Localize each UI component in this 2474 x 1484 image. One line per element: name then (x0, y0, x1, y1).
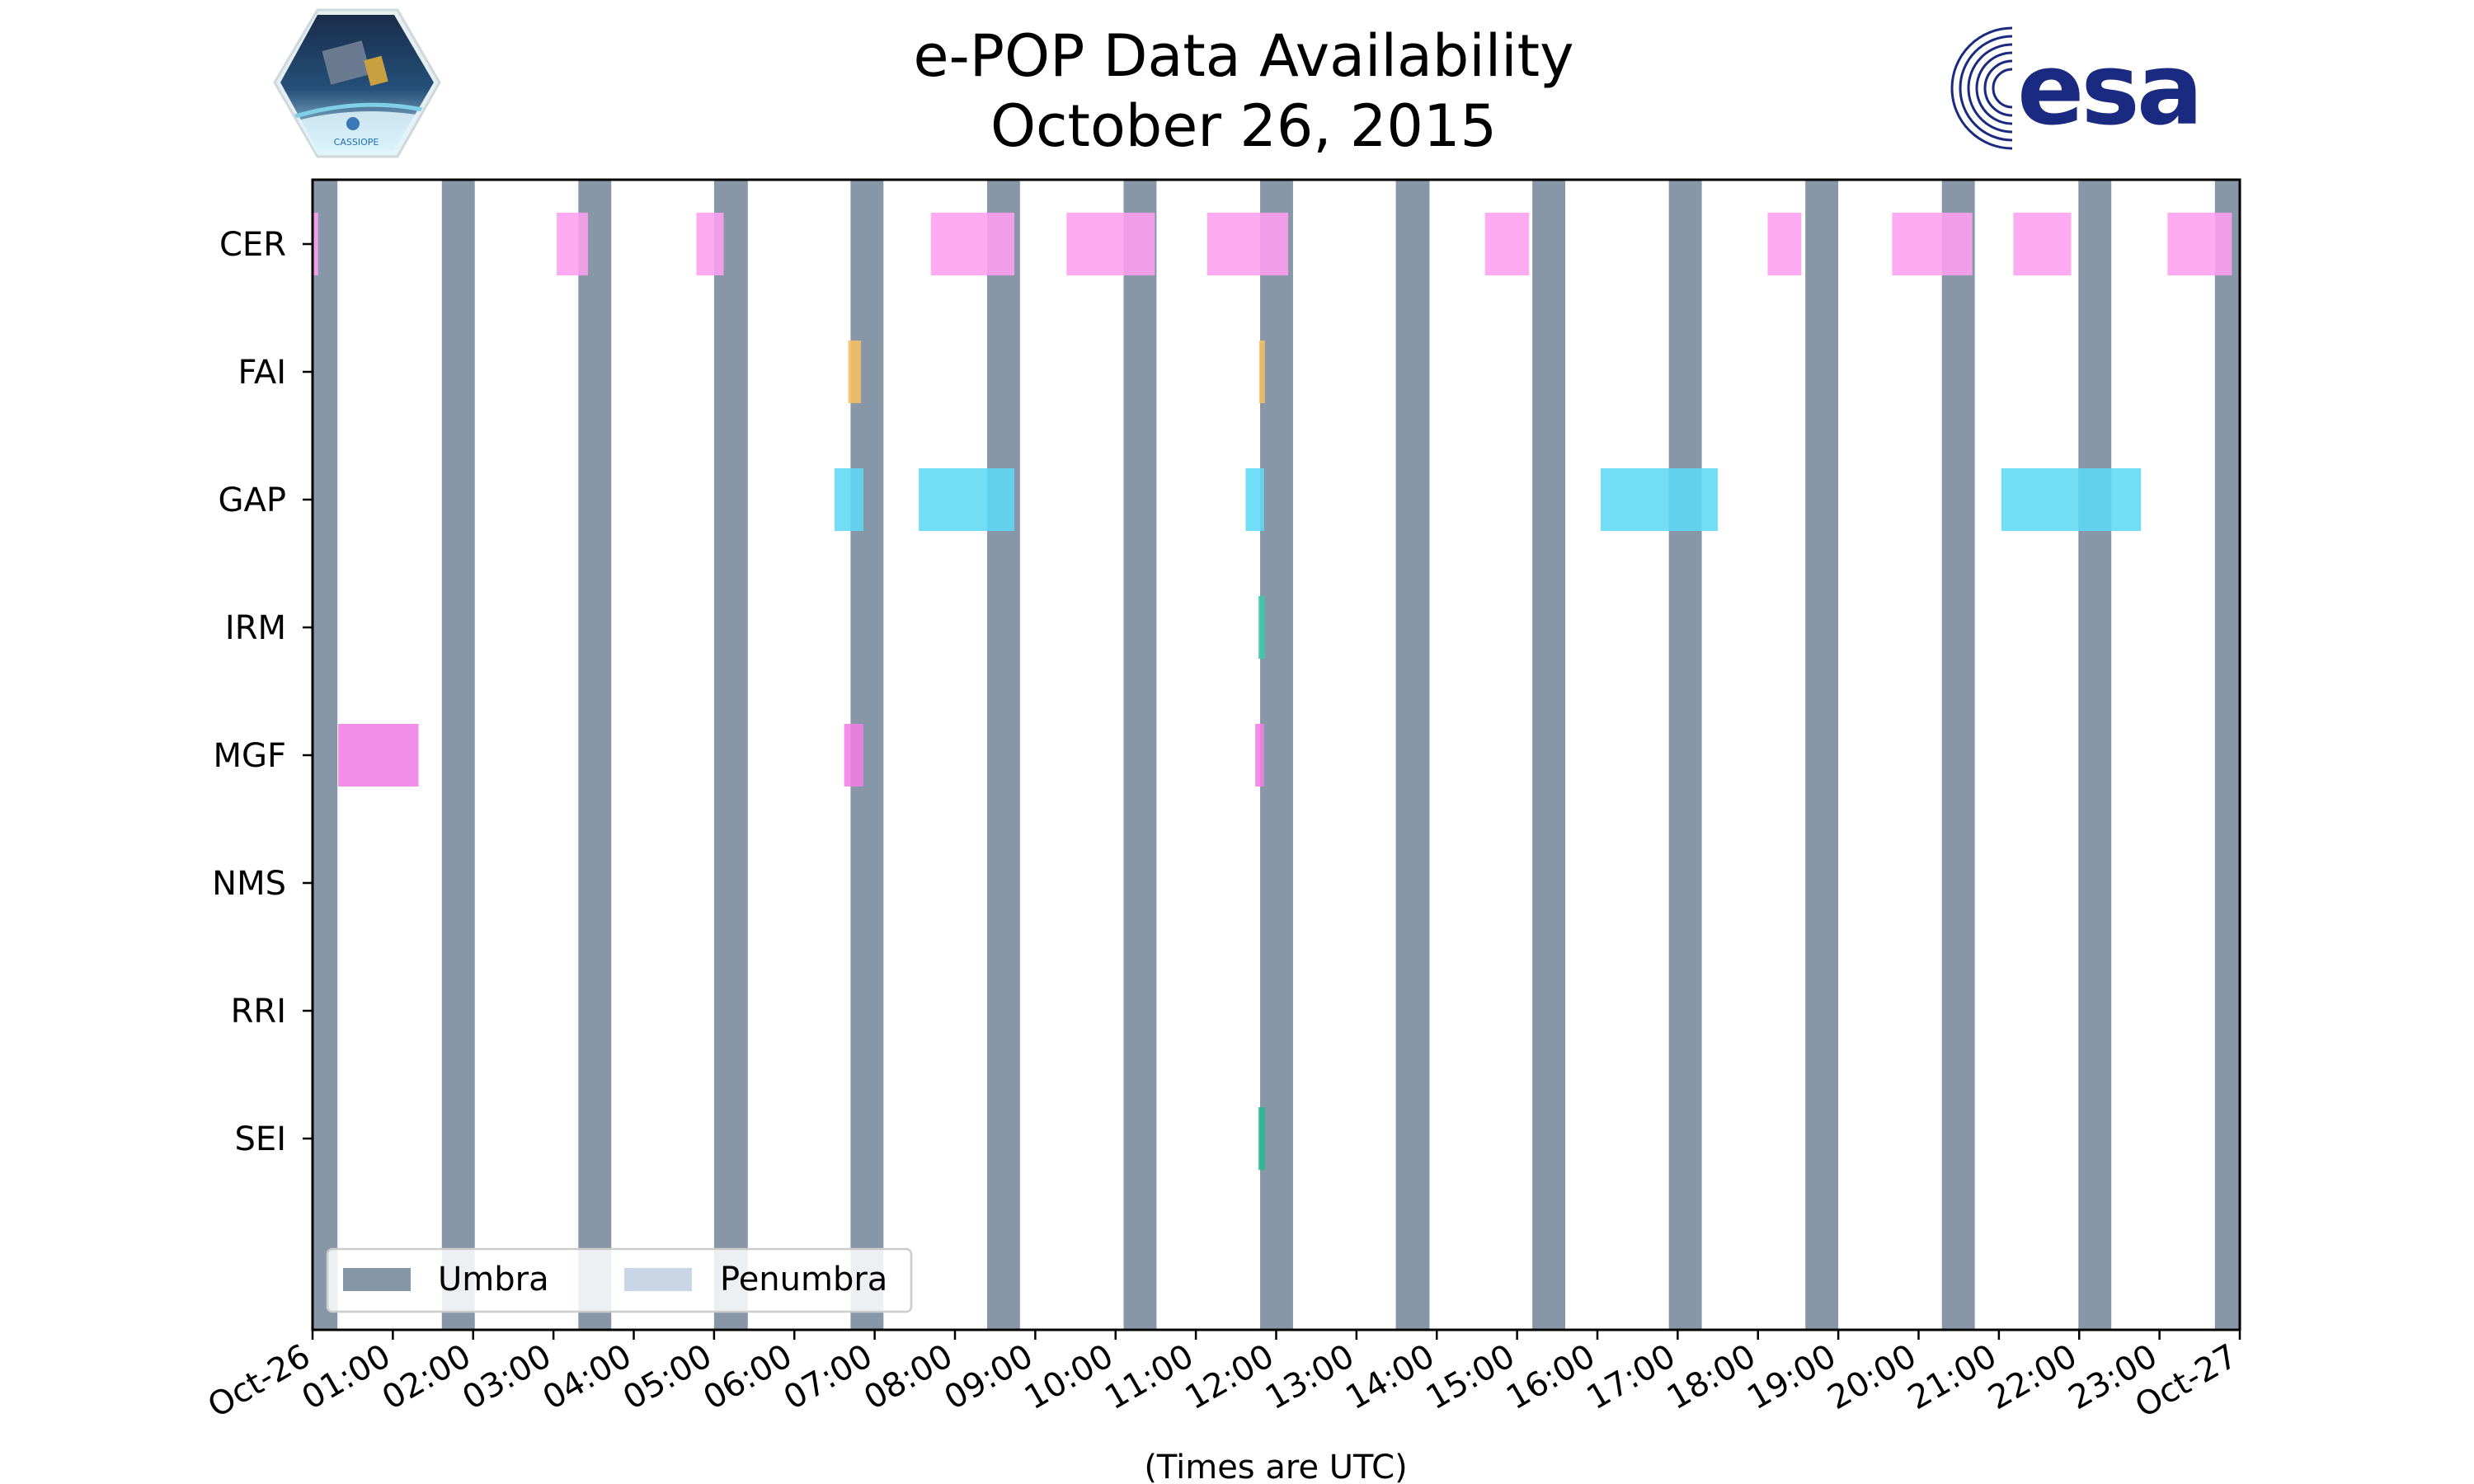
bar-cer-5 (1206, 213, 1289, 275)
y-tick-label-fai: FAI (238, 354, 287, 392)
umbra-band-13 (2078, 180, 2112, 1330)
availability-bars (313, 213, 2232, 1170)
legend-label-umbra: Umbra (438, 1261, 549, 1298)
x-tick-label-3: 03:00 (456, 1337, 557, 1417)
x-tick-label-15: 15:00 (1420, 1337, 1522, 1417)
y-tick-label-nms: NMS (212, 865, 286, 903)
umbra-band-8 (1395, 180, 1430, 1330)
x-tick-label-21: 21:00 (1902, 1337, 2003, 1417)
y-tick-label-cer: CER (219, 226, 286, 264)
x-tick-label-2: 02:00 (376, 1337, 477, 1417)
bar-cer-4 (1066, 213, 1155, 275)
y-tick-label-rri: RRI (231, 993, 286, 1031)
bar-fai-1 (1259, 340, 1265, 403)
bar-gap-2 (1245, 468, 1264, 531)
bar-cer-9 (2013, 213, 2072, 275)
esa-logo-text: esa (2017, 33, 2200, 148)
x-tick-label-1: 01:00 (296, 1337, 397, 1417)
y-tick-label-sei: SEI (235, 1120, 286, 1158)
bar-cer-7 (1767, 213, 1802, 275)
x-axis-label: (Times are UTC) (1144, 1449, 1407, 1484)
bar-cer-2 (696, 213, 724, 275)
umbra-bands (313, 180, 2240, 1330)
x-tick-label-9: 09:00 (938, 1337, 1040, 1417)
umbra-band-10 (1668, 180, 1702, 1330)
umbra-band-2 (578, 180, 612, 1330)
bar-sei-0 (1258, 1107, 1265, 1170)
x-tick-label-6: 06:00 (697, 1337, 798, 1417)
cassiope-logo-text: CASSIOPE (334, 137, 379, 148)
x-tick-label-13: 13:00 (1259, 1337, 1361, 1417)
chart-title-line-1: e-POP Data Availability (913, 22, 1573, 90)
esa-logo: esa (1950, 21, 2204, 157)
umbra-band-1 (441, 180, 475, 1330)
bar-gap-4 (2001, 468, 2142, 531)
bar-cer-3 (930, 213, 1015, 275)
y-tick-label-irm: IRM (225, 609, 286, 647)
umbra-band-0 (313, 180, 338, 1330)
bar-gap-1 (919, 468, 1015, 531)
legend-swatch-penumbra (624, 1268, 692, 1291)
x-tick-label-7: 07:00 (778, 1337, 879, 1417)
umbra-band-11 (1805, 180, 1839, 1330)
x-tick-label-17: 17:00 (1581, 1337, 1682, 1417)
umbra-band-7 (1260, 180, 1293, 1330)
umbra-band-14 (2214, 180, 2240, 1330)
legend-box (326, 1247, 913, 1313)
bar-irm-0 (1258, 596, 1265, 659)
bar-mgf-1 (844, 724, 863, 787)
legend-label-penumbra: Penumbra (720, 1261, 887, 1298)
x-tick-label-18: 18:00 (1661, 1337, 1762, 1417)
x-tick-label-16: 16:00 (1500, 1337, 1602, 1417)
bar-cer-0 (313, 213, 318, 275)
x-tick-label-8: 08:00 (858, 1337, 959, 1417)
legend: Umbra Penumbra (326, 1247, 913, 1313)
y-tick-label-gap: GAP (219, 481, 286, 519)
umbra-band-3 (713, 180, 748, 1330)
bar-mgf-2 (1255, 724, 1264, 787)
y-axis: CER FAI GAP IRM MGF NMS RRI SEI (212, 226, 313, 1158)
bar-cer-1 (557, 213, 588, 275)
y-tick-label-mgf: MGF (213, 737, 286, 775)
bar-gap-3 (1600, 468, 1719, 531)
x-axis: Oct-2601:0002:0003:0004:0005:0006:0007:0… (202, 1330, 2244, 1425)
x-tick-label-0: Oct-26 (202, 1337, 317, 1425)
bar-fai-0 (848, 340, 862, 403)
bar-mgf-0 (338, 724, 419, 787)
x-tick-label-5: 05:00 (617, 1337, 718, 1417)
bar-cer-8 (1892, 213, 1973, 275)
x-tick-label-22: 22:00 (1982, 1337, 2083, 1417)
umbra-band-5 (986, 180, 1020, 1330)
bar-cer-10 (2167, 213, 2232, 275)
x-tick-label-4: 04:00 (537, 1337, 638, 1417)
x-tick-label-12: 12:00 (1179, 1337, 1281, 1417)
x-tick-label-20: 20:00 (1822, 1337, 1923, 1417)
x-tick-label-10: 10:00 (1018, 1337, 1120, 1417)
umbra-band-9 (1532, 180, 1566, 1330)
bar-cer-6 (1484, 213, 1530, 275)
chart-title-line-2: October 26, 2015 (990, 92, 1497, 160)
bar-gap-0 (834, 468, 863, 531)
x-tick-label-19: 19:00 (1741, 1337, 1842, 1417)
umbra-band-6 (1123, 180, 1157, 1330)
x-tick-label-14: 14:00 (1339, 1337, 1441, 1417)
x-tick-label-11: 11:00 (1098, 1337, 1200, 1417)
legend-swatch-umbra (343, 1268, 411, 1291)
umbra-band-12 (1941, 180, 1975, 1330)
